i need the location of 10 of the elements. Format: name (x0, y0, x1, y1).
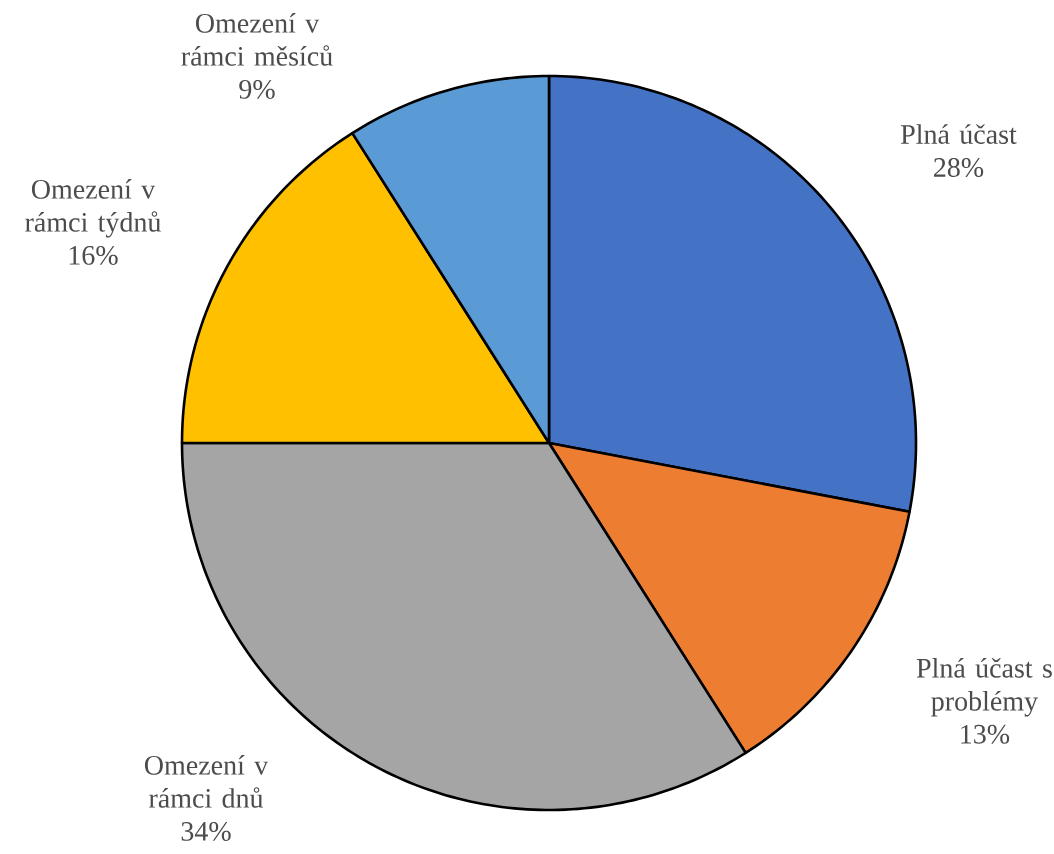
slice-label: Plná účast s problémy (916, 657, 1052, 717)
data-label: 16% (69, 245, 118, 265)
data-label: 13% (961, 724, 1010, 744)
data-label: 34% (181, 821, 231, 841)
data-label: 9% (239, 79, 275, 99)
slice-label: Plná účast (900, 124, 1017, 144)
slice-label: Omezení v rámci dnů (144, 755, 269, 808)
slice-label: Omezení v rámci týdnů (25, 179, 161, 238)
slice-label: Omezení v rámci měsíců (181, 13, 333, 66)
data-label: 28% (934, 158, 984, 177)
